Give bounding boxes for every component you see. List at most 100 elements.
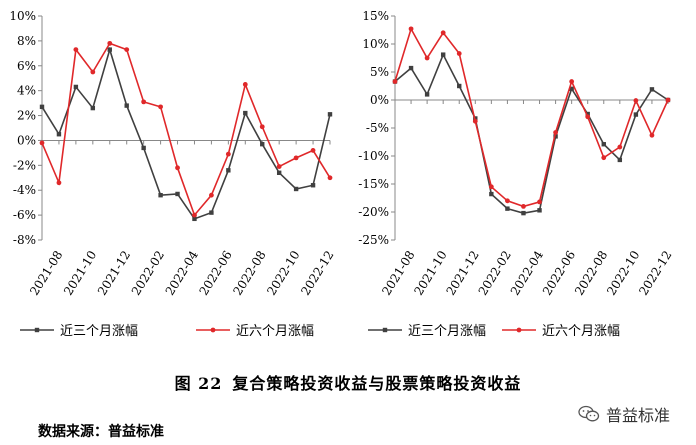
data-point — [408, 26, 414, 32]
data-point — [633, 112, 639, 117]
data-point — [141, 99, 147, 105]
data-point — [601, 142, 606, 147]
data-point — [440, 30, 446, 36]
data-point — [226, 168, 231, 173]
y-tick-label: -10% — [358, 149, 389, 163]
data-point — [585, 114, 591, 120]
data-point — [107, 47, 112, 52]
data-point — [665, 97, 671, 103]
data-point — [327, 175, 333, 181]
wechat-icon — [578, 405, 600, 422]
x-tick-label: 2021-12 — [95, 248, 133, 298]
y-tick-label: -6% — [13, 208, 36, 222]
watermark-text: 普益标准 — [606, 406, 671, 425]
data-point — [553, 130, 558, 135]
data-point — [585, 111, 590, 117]
y-tick-label: -20% — [358, 205, 389, 219]
data-point — [192, 212, 197, 218]
figure-label: 图 22 — [174, 374, 223, 393]
x-tick-label: 2022-02 — [129, 248, 167, 298]
series-line-1 — [394, 26, 669, 208]
data-point — [537, 208, 542, 213]
data-point — [260, 141, 265, 147]
legend-marker — [210, 327, 216, 333]
data-point — [649, 132, 655, 138]
data-point — [310, 183, 316, 188]
y-tick-label: 8% — [17, 34, 36, 48]
x-tick-label: 2022-08 — [230, 248, 268, 298]
data-point — [489, 191, 494, 197]
y-tick-label: 0% — [17, 133, 36, 147]
data-source: 数据来源：普益标准 — [38, 424, 164, 440]
data-point — [392, 79, 398, 84]
data-point — [569, 79, 575, 84]
data-point — [225, 151, 231, 157]
data-point — [276, 170, 282, 175]
data-point — [521, 210, 526, 216]
data-point — [56, 180, 62, 186]
y-tick-label: 10% — [9, 9, 36, 23]
data-point — [424, 55, 430, 61]
series-line-0 — [394, 52, 669, 214]
data-point — [39, 140, 45, 146]
data-point — [633, 98, 639, 103]
data-point — [209, 192, 214, 198]
x-tick-label: 2022-04 — [163, 248, 201, 298]
data-point — [505, 198, 510, 204]
data-point — [73, 84, 79, 90]
data-point — [39, 104, 45, 110]
data-point — [276, 164, 282, 169]
data-point — [124, 103, 129, 108]
data-point — [424, 92, 430, 97]
data-point — [440, 52, 446, 57]
data-point — [649, 87, 655, 92]
data-point — [293, 155, 299, 161]
y-tick-label: 0% — [370, 93, 389, 107]
data-point — [209, 210, 214, 215]
data-point — [73, 47, 79, 52]
left-chart: 10%8%6%4%2%0%-2%-4%-6%-8%2021-082021-102… — [9, 9, 336, 339]
data-point — [175, 165, 180, 171]
y-tick-label: 6% — [17, 59, 36, 73]
x-tick-label: 2022-10 — [264, 248, 302, 298]
data-point — [327, 112, 333, 117]
data-point — [175, 191, 180, 197]
data-point — [243, 110, 248, 116]
data-point — [488, 184, 494, 190]
y-tick-label: 2% — [17, 109, 36, 123]
y-tick-label: -8% — [13, 233, 36, 247]
data-point — [569, 86, 574, 91]
y-tick-label: 15% — [362, 9, 389, 23]
y-tick-label: -25% — [358, 233, 389, 247]
y-tick-label: 5% — [370, 65, 389, 79]
data-point — [90, 69, 96, 75]
legend-label: 近三个月涨幅 — [408, 324, 486, 339]
legend-marker — [382, 327, 388, 333]
data-point — [158, 104, 163, 110]
y-tick-label: -4% — [13, 183, 36, 197]
legend-label: 近六个月涨幅 — [542, 324, 620, 339]
data-point — [310, 148, 316, 153]
y-tick-label: 10% — [362, 37, 389, 51]
data-point — [293, 186, 299, 192]
data-point — [259, 124, 265, 130]
legend-label: 近六个月涨幅 — [236, 324, 314, 339]
data-point — [617, 144, 623, 150]
data-point — [601, 155, 607, 161]
figure-caption: 图 22 复合策略投资收益与股票策略投资收益 — [0, 370, 696, 394]
legend-marker — [516, 327, 522, 333]
legend-marker — [34, 327, 40, 333]
data-point — [141, 145, 146, 151]
data-point — [408, 65, 414, 71]
legend-label: 近三个月涨幅 — [60, 324, 138, 339]
x-tick-label: 2022-06 — [197, 248, 235, 298]
watermark: 普益标准 — [578, 402, 670, 426]
data-point — [456, 51, 462, 56]
x-tick-label: 2021-10 — [61, 248, 99, 298]
data-point — [472, 118, 478, 124]
y-tick-label: -2% — [13, 158, 36, 172]
data-point — [553, 134, 558, 139]
y-tick-label: -5% — [366, 121, 389, 135]
figure-title: 复合策略投资收益与股票策略投资收益 — [232, 374, 522, 393]
x-tick-label: 2022-12 — [298, 248, 336, 298]
